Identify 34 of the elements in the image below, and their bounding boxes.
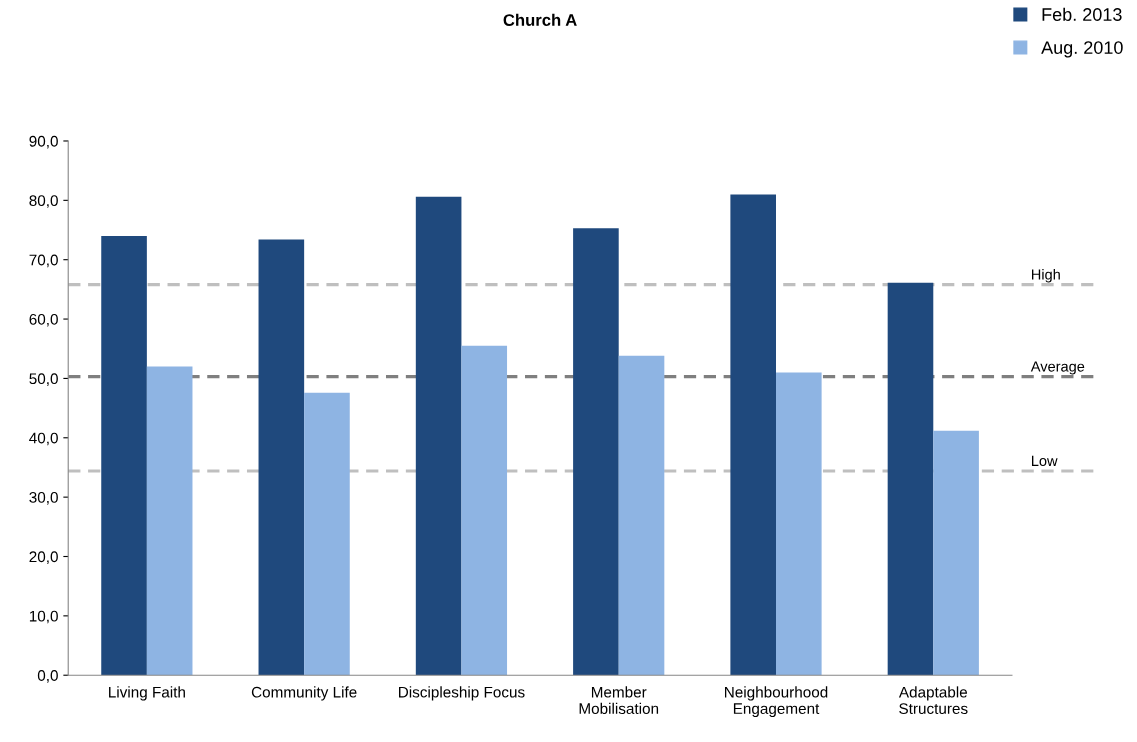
- bar: [933, 430, 979, 676]
- y-tick-label: 30,0: [29, 492, 58, 505]
- y-tick-label: 80,0: [29, 195, 58, 208]
- y-tick-label: 90,0: [29, 135, 58, 149]
- bar: [146, 366, 193, 676]
- y-tick-label: 10,0: [29, 610, 58, 624]
- bar: [304, 392, 350, 676]
- bar: [730, 194, 776, 676]
- legend-label: Aug. 2010: [1041, 41, 1123, 58]
- bar: [573, 228, 619, 676]
- ref-line-label: High: [1032, 268, 1060, 283]
- y-tick-label: 60,0: [29, 313, 58, 327]
- bar: [415, 196, 462, 676]
- chart-title: Church A: [503, 13, 577, 26]
- bar: [461, 345, 508, 676]
- bar: [258, 239, 305, 676]
- bar: [618, 355, 665, 676]
- ref-line-label: Low: [1032, 455, 1058, 467]
- x-tick-label: Adaptable Structures: [898, 686, 968, 715]
- y-tick-label: 40,0: [29, 432, 58, 446]
- bar: [776, 372, 822, 676]
- x-tick-label: Neighbourhood Engagement: [725, 686, 828, 718]
- x-tick-label: Discipleship Focus: [399, 686, 525, 701]
- x-tick-label: Community Life: [251, 686, 357, 701]
- bar: [887, 282, 934, 676]
- y-tick-label: 20,0: [29, 551, 58, 564]
- y-tick-label: 50,0: [29, 373, 58, 386]
- y-tick-label: 70,0: [29, 254, 58, 268]
- x-tick-label: Member Mobilisation: [579, 686, 659, 715]
- ref-line-label: Average: [1030, 361, 1085, 375]
- bar: [101, 235, 147, 676]
- x-tick-label: Living Faith: [109, 686, 185, 701]
- y-tick-label: 0,0: [37, 670, 58, 683]
- legend-label: Feb. 2013: [1042, 7, 1122, 21]
